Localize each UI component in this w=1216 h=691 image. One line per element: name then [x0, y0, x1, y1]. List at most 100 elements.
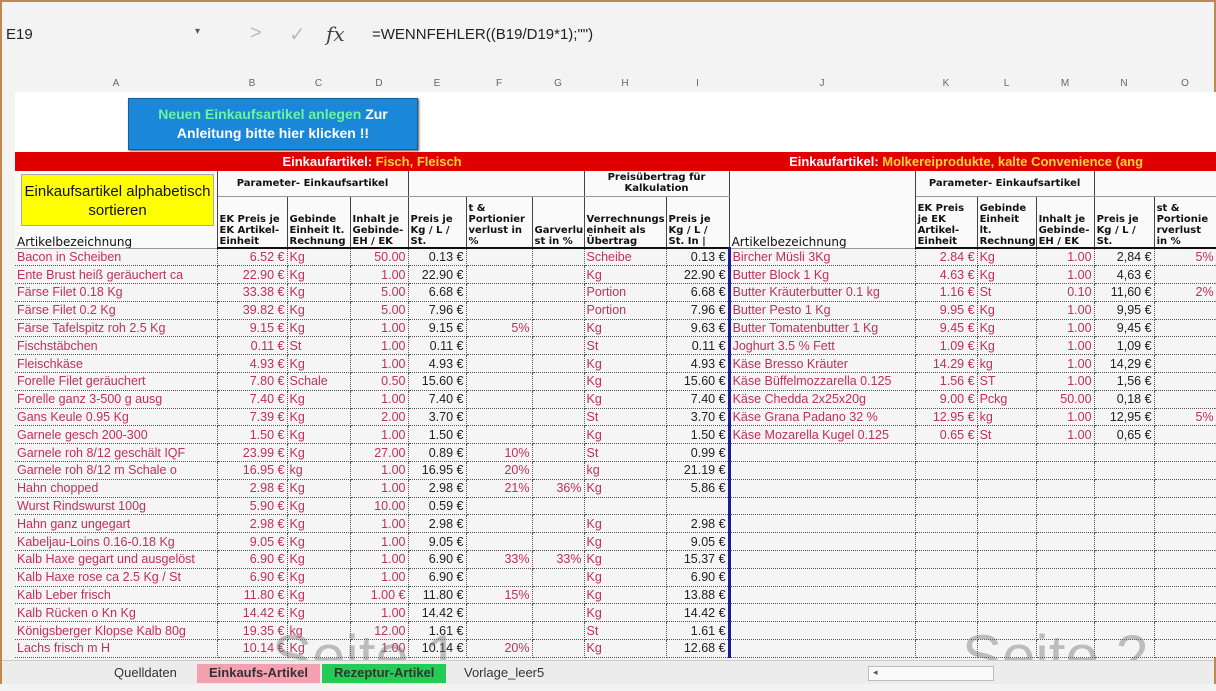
cell-K-12[interactable] — [915, 461, 978, 480]
cell-H-9[interactable]: St — [584, 408, 667, 427]
cell-K-6[interactable]: 14.29 € — [915, 354, 978, 374]
cell-N-13[interactable] — [1094, 479, 1155, 498]
cell-I-13[interactable]: 5.86 € — [666, 479, 731, 498]
cell-O-19[interactable] — [1154, 586, 1216, 605]
formula-input[interactable]: =WENNFEHLER((B19/D19*1);"") — [372, 26, 594, 43]
cell-J-1[interactable]: Butter Block 1 Kg — [729, 265, 916, 285]
cell-A-3[interactable]: Färse Filet 0.2 Kg — [15, 301, 218, 320]
cell-C-11[interactable]: Kg — [287, 443, 351, 463]
cell-D-6[interactable]: 1.00 — [350, 354, 409, 374]
column-header-B[interactable]: B — [248, 78, 256, 89]
cell-O-5[interactable] — [1154, 336, 1216, 356]
cell-J-10[interactable]: Käse Mozarella Kugel 0.125 — [729, 425, 916, 445]
cell-B-2[interactable]: 33.38 € — [217, 283, 288, 302]
cell-B-6[interactable]: 4.93 € — [217, 354, 288, 374]
cell-K-16[interactable] — [915, 532, 978, 552]
cell-E-0[interactable]: 0.13 € — [408, 248, 467, 267]
cell-J-7[interactable]: Käse Büffelmozzarella 0.125 — [729, 372, 916, 391]
cell-H-7[interactable]: Kg — [584, 372, 667, 391]
cell-J-17[interactable] — [729, 550, 916, 569]
cell-G-3[interactable] — [532, 301, 585, 320]
cell-D-3[interactable]: 5.00 — [350, 301, 409, 320]
cell-E-9[interactable]: 3.70 € — [408, 408, 467, 427]
cell-G-15[interactable] — [532, 514, 585, 534]
cell-E-21[interactable]: 1.61 € — [408, 621, 467, 641]
cell-D-16[interactable]: 1.00 — [350, 532, 409, 552]
cell-H-1[interactable]: Kg — [584, 265, 667, 285]
cell-L-3[interactable]: Kg — [977, 301, 1037, 320]
cell-A-21[interactable]: Königsberger Klopse Kalb 80g — [15, 621, 218, 641]
cell-K-8[interactable]: 9.00 € — [915, 390, 978, 409]
cell-A-1[interactable]: Ente Brust heiß geräuchert ca — [15, 265, 218, 285]
cell-H-15[interactable]: Kg — [584, 514, 667, 534]
cell-A-14[interactable]: Wurst Rindswurst 100g — [15, 497, 218, 516]
cell-B-22[interactable]: 10.14 € — [217, 639, 288, 658]
cell-D-13[interactable]: 1.00 — [350, 479, 409, 498]
cell-N-15[interactable] — [1094, 514, 1155, 534]
cell-N-5[interactable]: 1,09 € — [1094, 336, 1155, 356]
cell-B-14[interactable]: 5.90 € — [217, 497, 288, 516]
cell-F-15[interactable] — [466, 514, 533, 534]
cell-L-5[interactable]: Kg — [977, 336, 1037, 356]
cell-G-1[interactable] — [532, 265, 585, 285]
confirm-icon[interactable]: ✓ — [289, 24, 306, 46]
column-header-E[interactable]: E — [433, 78, 441, 89]
cell-E-8[interactable]: 7.40 € — [408, 390, 467, 409]
cell-O-2[interactable]: 2% — [1154, 283, 1216, 302]
cell-F-11[interactable]: 10% — [466, 443, 533, 463]
cell-B-1[interactable]: 22.90 € — [217, 265, 288, 285]
cell-G-8[interactable] — [532, 390, 585, 409]
cell-H-3[interactable]: Portion — [584, 301, 667, 320]
cell-J-2[interactable]: Butter Kräuterbutter 0.1 kg — [729, 283, 916, 302]
cell-H-21[interactable]: St — [584, 621, 667, 641]
cell-I-16[interactable]: 9.05 € — [666, 532, 731, 552]
cell-K-5[interactable]: 1.09 € — [915, 336, 978, 356]
column-header-I[interactable]: I — [696, 78, 699, 89]
cell-L-17[interactable] — [977, 550, 1037, 569]
cell-A-17[interactable]: Kalb Haxe gegart und ausgelöst — [15, 550, 218, 569]
cell-G-21[interactable] — [532, 621, 585, 641]
cell-I-7[interactable]: 15.60 € — [666, 372, 731, 391]
cell-O-8[interactable] — [1154, 390, 1216, 409]
cell-C-19[interactable]: Kg — [287, 586, 351, 605]
cell-B-10[interactable]: 1.50 € — [217, 425, 288, 445]
cell-C-16[interactable]: Kg — [287, 532, 351, 552]
cell-F-0[interactable] — [466, 248, 533, 267]
cell-C-3[interactable]: Kg — [287, 301, 351, 320]
cell-H-10[interactable]: Kg — [584, 425, 667, 445]
cell-A-15[interactable]: Hahn ganz ungegart — [15, 514, 218, 534]
cell-I-1[interactable]: 22.90 € — [666, 265, 731, 285]
cell-B-0[interactable]: 6.52 € — [217, 248, 288, 267]
cell-C-15[interactable]: Kg — [287, 514, 351, 534]
cell-A-12[interactable]: Garnele roh 8/12 m Schale o — [15, 461, 218, 480]
cell-A-2[interactable]: Färse Filet 0.18 Kg — [15, 283, 218, 302]
cell-H-8[interactable]: Kg — [584, 390, 667, 409]
cell-C-4[interactable]: Kg — [287, 319, 351, 338]
cell-J-12[interactable] — [729, 461, 916, 480]
cell-J-0[interactable]: Bircher Müsli 3Kg — [729, 248, 916, 267]
cell-F-17[interactable]: 33% — [466, 550, 533, 569]
cell-N-7[interactable]: 1,56 € — [1094, 372, 1155, 391]
cell-J-14[interactable] — [729, 497, 916, 516]
cell-G-19[interactable] — [532, 586, 585, 605]
cell-O-18[interactable] — [1154, 568, 1216, 587]
cell-C-21[interactable]: kg — [287, 621, 351, 641]
cell-H-2[interactable]: Portion — [584, 283, 667, 302]
insert-function-icon[interactable]: fx — [326, 22, 345, 46]
cell-J-20[interactable] — [729, 603, 916, 623]
cell-N-21[interactable] — [1094, 621, 1155, 641]
cell-F-3[interactable] — [466, 301, 533, 320]
cell-F-20[interactable] — [466, 603, 533, 623]
cell-N-11[interactable] — [1094, 443, 1155, 463]
cell-E-20[interactable]: 14.42 € — [408, 603, 467, 623]
cell-D-8[interactable]: 1.00 — [350, 390, 409, 409]
cell-A-11[interactable]: Garnele roh 8/12 geschält IQF — [15, 443, 218, 463]
cell-O-14[interactable] — [1154, 497, 1216, 516]
cell-M-13[interactable] — [1036, 479, 1095, 498]
cell-B-18[interactable]: 6.90 € — [217, 568, 288, 587]
cell-N-18[interactable] — [1094, 568, 1155, 587]
cell-K-13[interactable] — [915, 479, 978, 498]
cell-E-17[interactable]: 6.90 € — [408, 550, 467, 569]
cell-L-0[interactable]: Kg — [977, 248, 1037, 267]
cell-K-2[interactable]: 1.16 € — [915, 283, 978, 302]
